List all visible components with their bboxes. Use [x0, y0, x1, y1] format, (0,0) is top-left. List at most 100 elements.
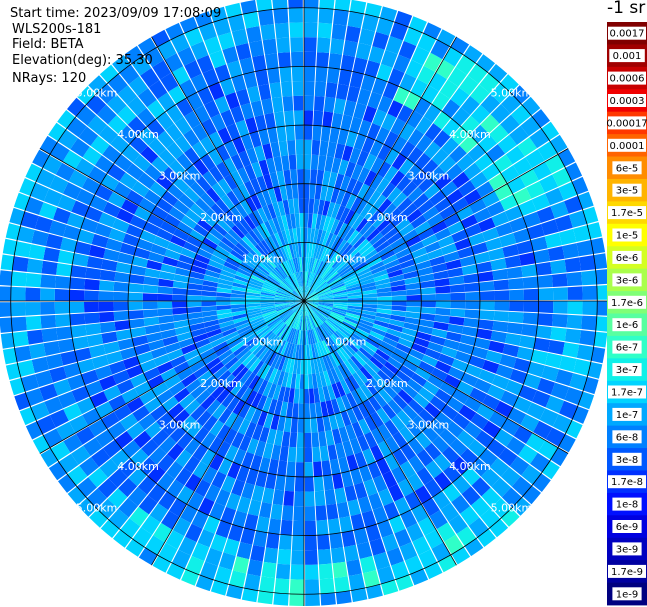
gate-cell [67, 486, 87, 506]
gate-cell [304, 295, 318, 301]
gate-cell [353, 133, 367, 151]
gate-cell [138, 495, 158, 515]
gate-cell [311, 258, 318, 274]
gate-cell [390, 314, 406, 322]
gate-cell [329, 314, 344, 323]
gate-cell [264, 279, 279, 288]
gate-cell [298, 301, 304, 315]
gate-cell [531, 193, 550, 211]
gate-cell [326, 318, 340, 329]
gate-cell [448, 316, 465, 326]
gate-cell [108, 228, 126, 243]
gate-cell [290, 373, 297, 389]
gate-cell [399, 123, 416, 141]
gate-cell [301, 330, 304, 345]
gate-cell [326, 337, 336, 352]
gate-cell [88, 419, 108, 437]
gate-cell [214, 64, 231, 82]
gate-cell [338, 159, 349, 176]
gate-cell [518, 385, 537, 402]
gate-cell [416, 134, 433, 153]
gate-cell [382, 82, 399, 100]
colorbar-tick-label: 3e-6 [616, 275, 639, 286]
colorbar-tick-label: 0.0006 [610, 74, 645, 85]
gate-cell [107, 421, 127, 439]
gate-cell [500, 194, 518, 211]
gate-cell [488, 64, 508, 83]
gate-cell [313, 311, 325, 323]
gate-cell [162, 166, 180, 184]
gate-cell [232, 510, 248, 528]
gate-cell [175, 467, 193, 486]
gate-cell [98, 301, 114, 312]
gate-cell [367, 334, 383, 345]
gate-cell [257, 207, 268, 223]
gate-cell [57, 250, 75, 265]
gate-cell [173, 409, 190, 426]
gate-cell [430, 39, 450, 60]
gate-cell [372, 236, 387, 249]
colorbar-tick-label: 1e-6 [616, 320, 639, 331]
gate-cell [144, 47, 164, 68]
gate-cell [161, 510, 180, 530]
gate-cell [260, 301, 275, 304]
gate-cell [285, 277, 296, 290]
range-ring-label: 4.00km [117, 128, 159, 141]
gate-cell [119, 242, 137, 256]
gate-cell [413, 337, 430, 348]
gate-cell [261, 289, 276, 295]
gate-cell [469, 124, 489, 144]
gate-cell [286, 327, 294, 343]
gate-cell [354, 451, 368, 469]
gate-cell [523, 211, 541, 228]
gate-cell [216, 424, 231, 441]
gate-cell [501, 418, 520, 436]
gate-cell [215, 488, 231, 507]
gate-cell [451, 229, 468, 243]
gate-cell [509, 125, 529, 145]
gate-cell [271, 96, 284, 113]
gate-cell [304, 198, 309, 214]
gate-cell [286, 402, 294, 418]
gate-cell [505, 379, 523, 396]
gate-cell [338, 326, 352, 338]
gate-cell [210, 580, 229, 596]
field-label: Field: BETA [12, 37, 84, 52]
gate-cell [232, 245, 247, 258]
gate-cell [373, 320, 389, 328]
gate-cell [179, 79, 197, 98]
gate-cell [243, 215, 256, 230]
gate-cell [318, 296, 334, 300]
gate-cell [240, 387, 253, 403]
gate-cell [184, 111, 201, 129]
gate-cell [278, 355, 286, 371]
gate-cell [227, 228, 242, 243]
gate-cell [348, 573, 365, 591]
gate-cell [60, 350, 78, 366]
gate-cell [127, 292, 143, 301]
gate-cell [319, 445, 330, 462]
gate-cell [173, 361, 190, 375]
gate-cell [346, 408, 358, 424]
gate-cell [239, 57, 255, 75]
gate-cell [357, 322, 373, 331]
gate-cell [451, 197, 469, 213]
gate-cell [530, 236, 548, 252]
gate-cell [248, 314, 263, 322]
gate-cell [290, 258, 297, 274]
gate-cell [265, 53, 279, 70]
gate-cell [236, 88, 251, 106]
gate-cell [328, 53, 342, 70]
gate-cell [304, 447, 313, 463]
gate-cell [192, 443, 209, 461]
gate-cell [545, 395, 565, 414]
gate-cell [238, 350, 253, 364]
gate-cell [164, 342, 181, 354]
gate-cell [326, 273, 340, 284]
gate-cell [280, 282, 293, 293]
gate-cell [304, 301, 316, 311]
gate-cell [308, 273, 315, 288]
gate-cell [158, 315, 174, 324]
gate-cell [250, 408, 262, 425]
gate-cell [362, 186, 376, 203]
